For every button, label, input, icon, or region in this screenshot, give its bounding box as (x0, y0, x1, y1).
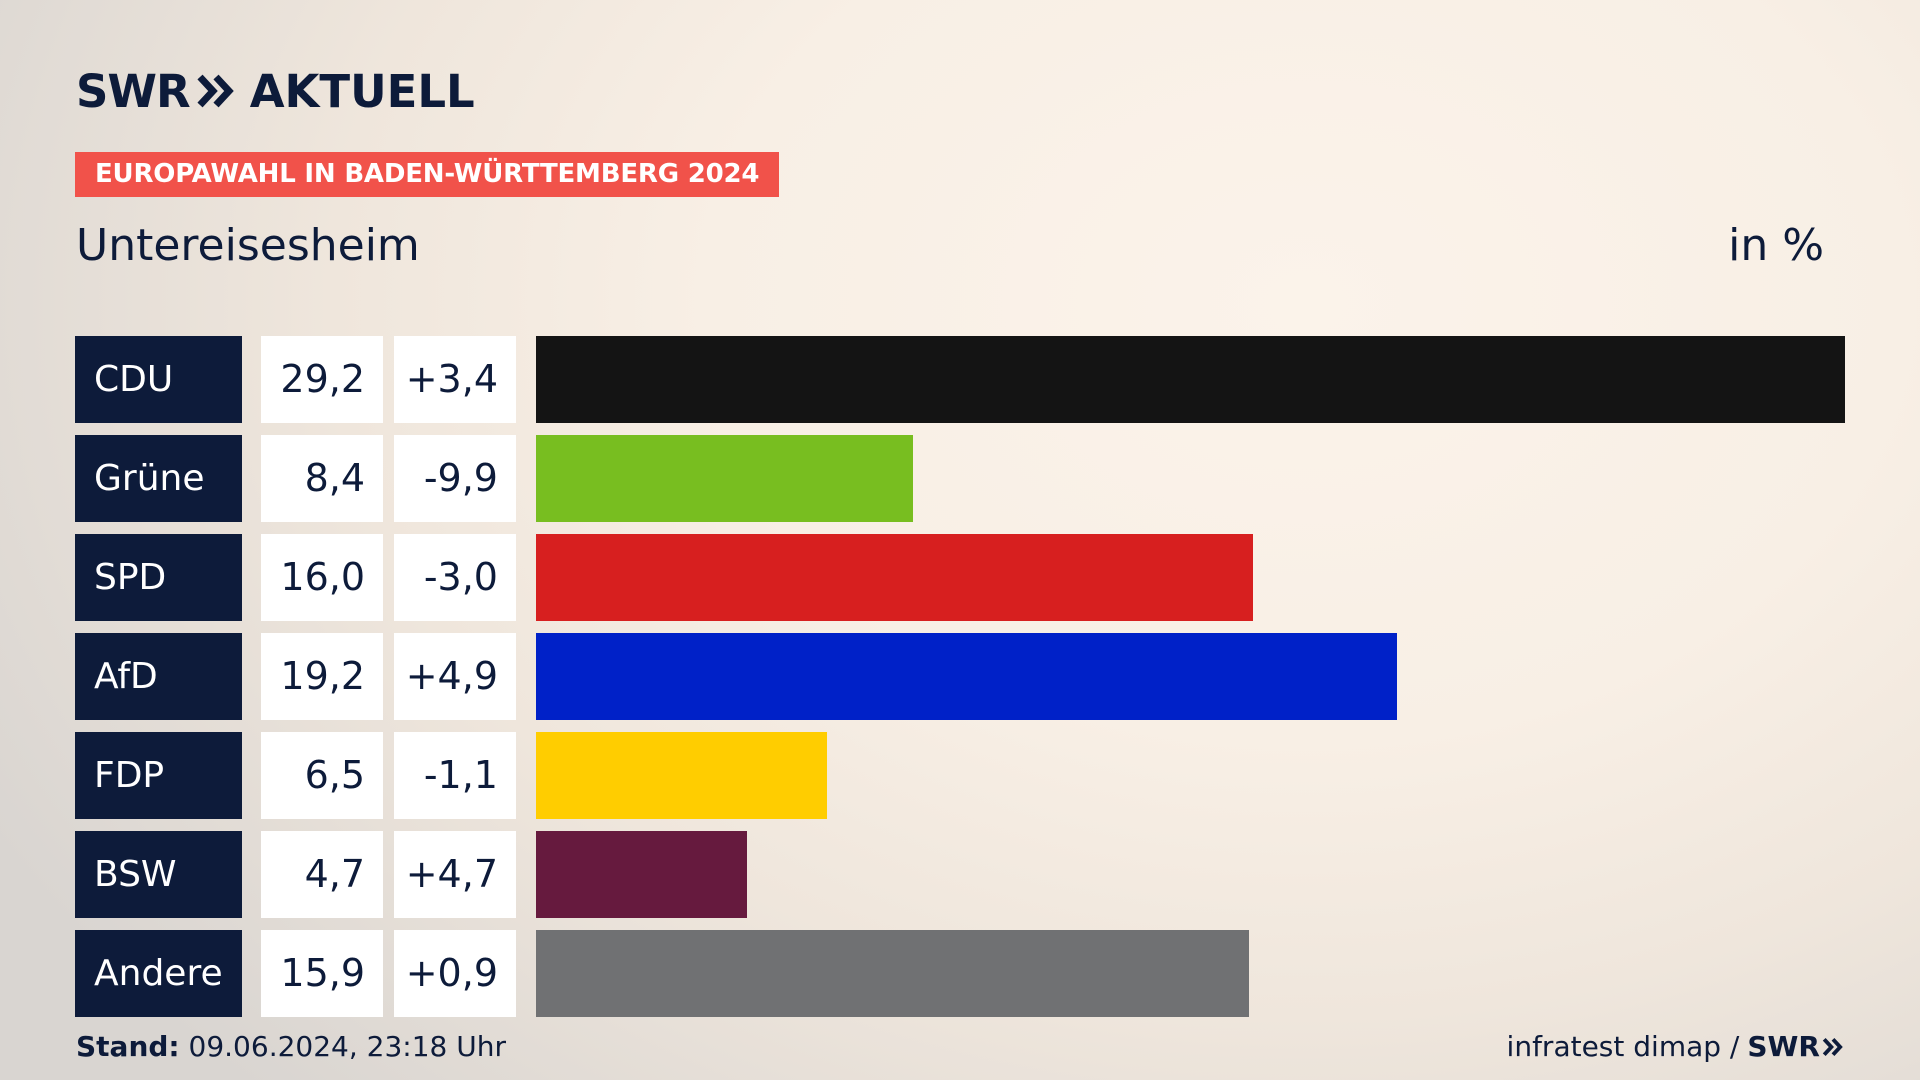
election-badge: EUROPAWAHL IN BADEN-WÜRTTEMBERG 2024 (75, 152, 780, 197)
party-label: BSW (75, 831, 242, 918)
change-label: -1,1 (394, 732, 516, 819)
result-row-grüne: Grüne 8,4 -9,9 (75, 435, 1845, 522)
logo-swr-text: SWR (76, 64, 191, 118)
swr-aktuell-logo: SWR AKTUELL (76, 64, 475, 118)
party-label: Andere (75, 930, 242, 1017)
bar-afd (536, 633, 1397, 720)
result-row-fdp: FDP 6,5 -1,1 (75, 732, 1845, 819)
party-label: AfD (75, 633, 242, 720)
source-credit: infratest dimap / SWR (1507, 1030, 1844, 1063)
result-row-andere: Andere 15,9 +0,9 (75, 930, 1845, 1017)
stand-label: Stand: (76, 1030, 180, 1063)
result-row-afd: AfD 19,2 +4,9 (75, 633, 1845, 720)
bar-fdp (536, 732, 827, 819)
source-swr-logo: SWR (1747, 1030, 1844, 1063)
logo-aktuell-text: AKTUELL (249, 64, 475, 118)
vote-share-label: 29,2 (261, 336, 383, 423)
double-chevron-right-icon (197, 74, 234, 108)
source-swr-text: SWR (1747, 1030, 1820, 1063)
vote-share-label: 16,0 (261, 534, 383, 621)
change-label: -9,9 (394, 435, 516, 522)
bar-spd (536, 534, 1253, 621)
bar-cdu (536, 336, 1845, 423)
party-label: Grüne (75, 435, 242, 522)
vote-share-label: 19,2 (261, 633, 383, 720)
bar-grüne (536, 435, 913, 522)
chart-title: Untereisesheim (76, 220, 420, 271)
bar-bsw (536, 831, 747, 918)
stand-value: 09.06.2024, 23:18 Uhr (188, 1030, 506, 1063)
party-label: CDU (75, 336, 242, 423)
change-label: +4,9 (394, 633, 516, 720)
result-row-bsw: BSW 4,7 +4,7 (75, 831, 1845, 918)
change-label: -3,0 (394, 534, 516, 621)
unit-label: in % (1728, 220, 1824, 271)
double-chevron-right-icon (1822, 1037, 1843, 1056)
result-row-spd: SPD 16,0 -3,0 (75, 534, 1845, 621)
vote-share-label: 6,5 (261, 732, 383, 819)
source-text: infratest dimap / (1506, 1030, 1740, 1063)
change-label: +4,7 (394, 831, 516, 918)
timestamp: Stand: 09.06.2024, 23:18 Uhr (76, 1030, 506, 1063)
result-row-cdu: CDU 29,2 +3,4 (75, 336, 1845, 423)
bar-andere (536, 930, 1249, 1017)
vote-share-label: 15,9 (261, 930, 383, 1017)
change-label: +0,9 (394, 930, 516, 1017)
party-label: FDP (75, 732, 242, 819)
vote-share-label: 8,4 (261, 435, 383, 522)
vote-share-label: 4,7 (261, 831, 383, 918)
party-label: SPD (75, 534, 242, 621)
change-label: +3,4 (394, 336, 516, 423)
